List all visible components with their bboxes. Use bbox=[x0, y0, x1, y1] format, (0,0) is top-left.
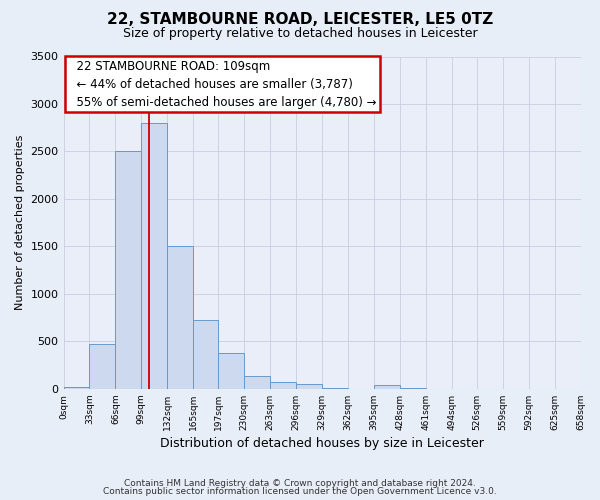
Text: 22 STAMBOURNE ROAD: 109sqm
  ← 44% of detached houses are smaller (3,787)
  55% : 22 STAMBOURNE ROAD: 109sqm ← 44% of deta… bbox=[69, 60, 376, 109]
Text: Size of property relative to detached houses in Leicester: Size of property relative to detached ho… bbox=[122, 28, 478, 40]
Bar bbox=[218, 352, 244, 389]
Bar bbox=[270, 382, 296, 389]
Text: Contains HM Land Registry data © Crown copyright and database right 2024.: Contains HM Land Registry data © Crown c… bbox=[124, 478, 476, 488]
Bar bbox=[142, 123, 167, 389]
Bar bbox=[400, 388, 426, 389]
Bar bbox=[89, 344, 115, 389]
Bar bbox=[296, 384, 322, 389]
Bar bbox=[374, 385, 400, 389]
Bar bbox=[193, 320, 218, 389]
Bar bbox=[322, 388, 348, 389]
Bar bbox=[64, 387, 89, 389]
Text: 22, STAMBOURNE ROAD, LEICESTER, LE5 0TZ: 22, STAMBOURNE ROAD, LEICESTER, LE5 0TZ bbox=[107, 12, 493, 28]
X-axis label: Distribution of detached houses by size in Leicester: Distribution of detached houses by size … bbox=[160, 437, 484, 450]
Bar bbox=[167, 246, 193, 389]
Y-axis label: Number of detached properties: Number of detached properties bbox=[15, 135, 25, 310]
Text: Contains public sector information licensed under the Open Government Licence v3: Contains public sector information licen… bbox=[103, 487, 497, 496]
Bar bbox=[115, 152, 142, 389]
Bar bbox=[244, 376, 270, 389]
